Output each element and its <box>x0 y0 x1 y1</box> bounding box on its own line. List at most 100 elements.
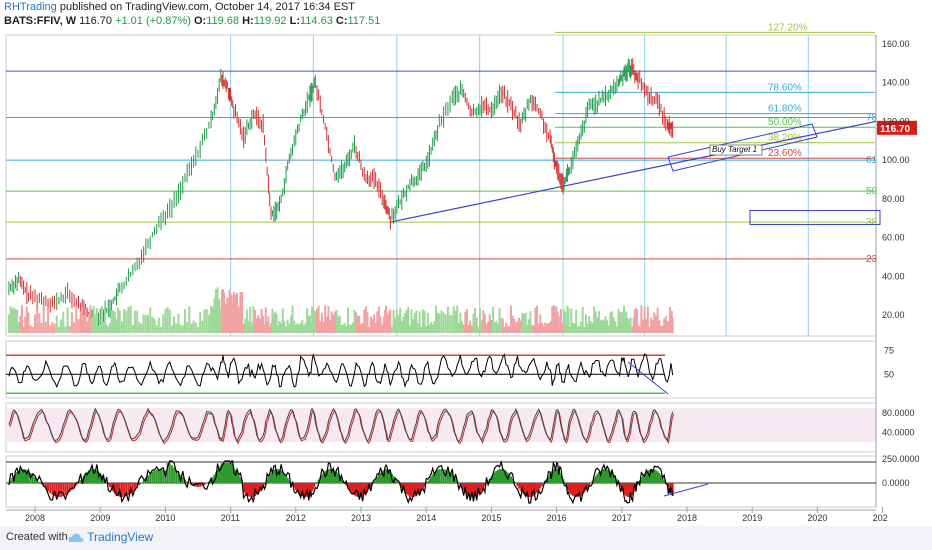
momentum-bar <box>541 483 543 486</box>
volume-bar <box>180 325 182 333</box>
volume-bar <box>147 315 149 333</box>
volume-bar <box>182 326 184 333</box>
momentum-bar <box>204 483 206 485</box>
volume-bar <box>672 318 674 333</box>
volume-bar <box>438 313 440 333</box>
volume-bar <box>440 311 442 333</box>
rsi-tick-label: 50 <box>884 369 894 379</box>
price-tick-label: 80.00 <box>882 194 905 204</box>
volume-bar <box>130 306 132 333</box>
chart-canvas[interactable]: 78 61 50 38 23 127.20% 78.60% 61.80% 50.00% 38.20… <box>0 0 932 526</box>
volume-bar <box>201 321 203 333</box>
volume-bar <box>127 307 129 333</box>
momentum-bar <box>438 469 440 483</box>
momentum-bar <box>171 465 173 483</box>
tradingview-logo[interactable]: TradingView <box>68 530 153 544</box>
momentum-tick-label: 0.0000 <box>882 478 910 488</box>
volume-bar <box>190 324 192 333</box>
rsi-trend-line <box>628 362 668 394</box>
volume-bar <box>158 318 160 333</box>
trend-line <box>390 121 876 222</box>
volume-bar <box>77 319 79 333</box>
volume-bar <box>51 322 53 333</box>
volume-bar <box>67 308 69 333</box>
stoch-tick-label: 80.0000 <box>882 408 915 418</box>
volume-bar <box>169 309 171 333</box>
long-fib-label-4: 23 <box>866 254 878 265</box>
volume-bar <box>167 307 169 333</box>
volume-bar <box>164 309 166 333</box>
volume-bar <box>60 320 62 333</box>
year-tick-label: 2011 <box>221 513 240 523</box>
volume-bar <box>45 322 47 333</box>
momentum-bar <box>182 477 184 483</box>
momentum-tick-label: 250.0000 <box>882 454 920 464</box>
volume-bar <box>162 314 164 333</box>
momentum-bar <box>151 472 153 483</box>
volume-bar <box>140 324 142 333</box>
price-pane-frame <box>6 35 876 336</box>
year-tick-label: 2010 <box>155 513 175 523</box>
year-tick-label: 2017 <box>612 513 632 523</box>
price-tick-label: 120.00 <box>882 116 910 126</box>
rsi-tick-label: 75 <box>884 346 894 356</box>
stoch-tick-label: 40.0000 <box>882 427 915 437</box>
volume-bar <box>177 314 179 333</box>
volume-bar <box>69 326 71 333</box>
volume-bar <box>123 309 125 333</box>
volume-bar <box>49 325 51 333</box>
volume-bar <box>125 311 127 333</box>
volume-bar <box>136 311 138 333</box>
buy-target-label: Buy Target 1 <box>712 145 757 154</box>
price-tick-label: 140.00 <box>882 78 910 88</box>
volume-bar <box>204 309 206 333</box>
fib-label-1: 78.60% <box>768 82 802 93</box>
cloud-icon <box>68 532 84 544</box>
momentum-bar <box>396 481 398 483</box>
year-tick-label: 2014 <box>416 513 436 523</box>
volume-bar <box>73 322 75 333</box>
volume-bar <box>43 306 45 333</box>
price-tick-label: 100.00 <box>882 155 910 165</box>
volume-bar <box>134 311 136 333</box>
year-tick-label: 2012 <box>286 513 306 523</box>
volume-bar <box>193 320 195 333</box>
volume-bar <box>54 324 56 333</box>
volume-bar <box>151 317 153 333</box>
year-tick-label: 2019 <box>742 513 762 523</box>
long-fib-label-1: 61 <box>866 155 878 166</box>
volume-bar <box>445 314 447 333</box>
momentum-bar <box>314 483 316 484</box>
year-tick-label: 2020 <box>807 513 827 523</box>
stoch-band <box>6 408 876 442</box>
volume-bar <box>58 327 60 333</box>
volume-bar <box>64 327 66 333</box>
fib-label-2: 61.80% <box>768 104 802 115</box>
volume-bar <box>195 322 197 333</box>
volume-bar <box>47 307 49 333</box>
volume-bar <box>186 322 188 333</box>
volume-bar <box>36 310 38 333</box>
volume-bar <box>184 309 186 333</box>
momentum-bar <box>60 483 62 497</box>
volume-bar <box>149 307 151 333</box>
volume-bar <box>154 319 156 333</box>
volume-bar <box>121 321 123 333</box>
momentum-bar <box>206 483 208 484</box>
long-fib-label-2: 50 <box>866 186 878 197</box>
momentum-bar <box>154 470 156 483</box>
volume-bar <box>197 327 199 333</box>
volume-bar <box>71 312 73 333</box>
volume-bar <box>449 315 451 333</box>
long-fib-label-3: 38 <box>866 217 878 228</box>
volume-bar <box>145 315 147 333</box>
momentum-bar <box>38 482 40 483</box>
footer-bar: Created with TradingView <box>0 526 932 550</box>
volume-bar <box>119 311 121 333</box>
year-tick-label: 2018 <box>677 513 697 523</box>
momentum-bar <box>49 483 51 493</box>
volume-bar <box>56 316 58 333</box>
volume-bar <box>208 315 210 333</box>
momentum-bar <box>156 470 158 483</box>
volume-bar <box>447 307 449 333</box>
